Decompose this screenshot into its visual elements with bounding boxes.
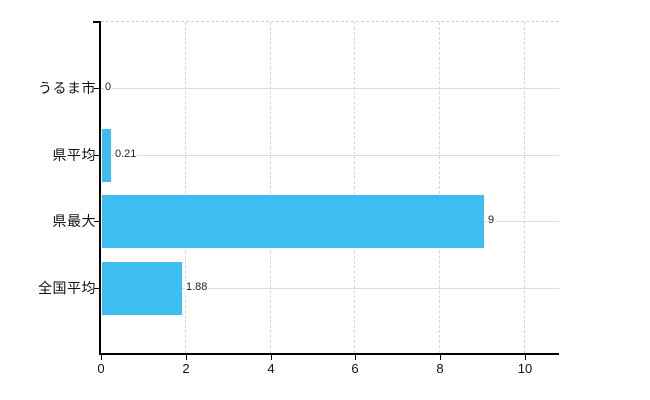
category-label: うるま市 [38, 80, 96, 96]
value-label: 0 [104, 81, 113, 94]
x-tick [186, 355, 187, 360]
x-tick [271, 355, 272, 360]
y-axis-top-tick [93, 21, 99, 23]
y-gridline [101, 288, 559, 289]
bar [102, 195, 484, 248]
x-tick [440, 355, 441, 360]
y-tick [94, 155, 100, 156]
x-tick [101, 355, 102, 360]
value-label: 0.21 [114, 148, 138, 161]
y-axis-line [99, 21, 101, 355]
x-tick-label: 8 [436, 361, 444, 376]
y-gridline [101, 88, 559, 89]
x-tick-label: 10 [517, 361, 533, 376]
x-tick-label: 6 [351, 361, 359, 376]
x-axis-line [99, 353, 559, 355]
x-gridline [439, 22, 440, 353]
x-gridline [524, 22, 525, 353]
x-tick-label: 4 [267, 361, 275, 376]
bar [102, 129, 111, 182]
y-tick [94, 88, 100, 89]
x-tick [525, 355, 526, 360]
x-tick-label: 2 [182, 361, 190, 376]
bar [102, 262, 182, 315]
category-label: 県最大 [52, 213, 96, 229]
y-gridline [101, 155, 559, 156]
x-gridline [354, 22, 355, 353]
value-label: 9 [487, 214, 496, 227]
plot-top-border [101, 21, 559, 22]
y-tick [94, 288, 100, 289]
x-gridline [270, 22, 271, 353]
value-label: 1.88 [185, 281, 209, 294]
x-tick-label: 0 [97, 361, 105, 376]
x-tick [355, 355, 356, 360]
y-tick [94, 221, 100, 222]
category-label: 全国平均 [38, 280, 96, 296]
category-label: 県平均 [52, 147, 96, 163]
x-gridline [185, 22, 186, 353]
